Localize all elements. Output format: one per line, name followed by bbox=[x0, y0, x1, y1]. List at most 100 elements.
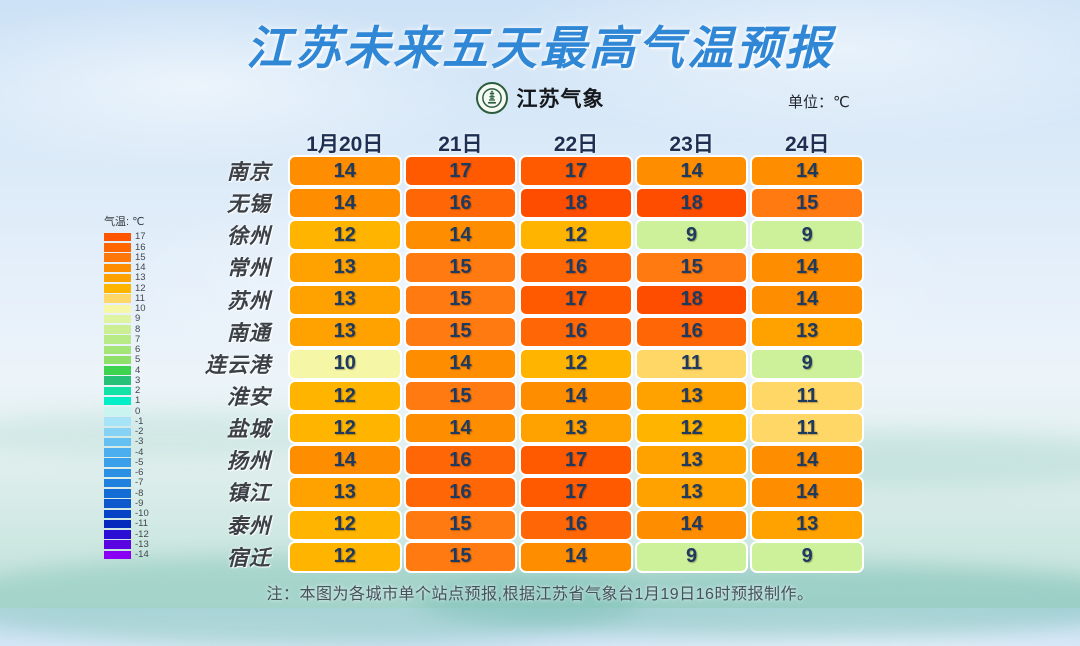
legend-entry: -1 bbox=[104, 417, 176, 427]
temperature-cell: 11 bbox=[750, 379, 864, 413]
legend-entry: 11 bbox=[104, 294, 176, 304]
legend-label: 5 bbox=[135, 354, 141, 366]
legend-swatch bbox=[104, 437, 131, 447]
unit-label: 单位：℃ bbox=[788, 94, 850, 111]
legend-label: -7 bbox=[135, 477, 144, 489]
city-label: 宿迁 bbox=[227, 546, 271, 570]
legend-entry: 8 bbox=[104, 324, 176, 334]
date-header: 1月20日 bbox=[306, 133, 384, 156]
legend-swatch bbox=[104, 386, 131, 396]
city-label: 苏州 bbox=[227, 289, 271, 313]
legend-entry: -2 bbox=[104, 427, 176, 437]
legend-label: -9 bbox=[135, 497, 144, 509]
legend-label: 13 bbox=[135, 272, 146, 284]
legend-swatch bbox=[104, 355, 131, 365]
temperature-cell: 18 bbox=[634, 283, 749, 316]
temperature-cell: 18 bbox=[519, 187, 633, 220]
temperature-cell: 15 bbox=[403, 379, 518, 413]
logo-group: 江苏气象 bbox=[0, 82, 1080, 114]
legend-swatch bbox=[104, 468, 131, 478]
legend-entries: 17 16 15 14 13 12 11 10 9 8 7 6 5 4 3 2 1 0 -1 -2 -3 -4 -5 -6 -7… bbox=[104, 232, 176, 560]
city-label: 徐州 bbox=[227, 225, 271, 249]
temperature-cell: 15 bbox=[750, 187, 864, 220]
temperature-cell: 12 bbox=[519, 219, 633, 252]
legend-label: 0 bbox=[135, 405, 141, 417]
legend-label: -3 bbox=[135, 436, 144, 448]
temperature-cell: 14 bbox=[634, 155, 749, 188]
logo-text: 江苏气象 bbox=[516, 88, 605, 111]
temperature-cell: 12 bbox=[288, 508, 402, 541]
temperature-cell: 9 bbox=[750, 219, 864, 252]
legend-entry: 0 bbox=[104, 406, 176, 416]
legend-swatch bbox=[104, 325, 131, 334]
city-label: 扬州 bbox=[227, 450, 271, 474]
temperature-cell: 14 bbox=[750, 444, 864, 477]
temperature-cell: 14 bbox=[634, 508, 749, 541]
temperature-cell: 15 bbox=[634, 251, 749, 284]
legend-swatch bbox=[104, 499, 131, 508]
temperature-cell: 13 bbox=[288, 476, 402, 509]
temperature-cell: 14 bbox=[288, 155, 402, 188]
legend-label: 1 bbox=[135, 395, 141, 407]
temperature-cell: 12 bbox=[288, 412, 402, 445]
legend-swatch bbox=[104, 232, 131, 242]
legend-label: -10 bbox=[135, 508, 149, 520]
temperature-cell: 11 bbox=[634, 347, 749, 380]
legend-entry: -13 bbox=[104, 540, 176, 550]
city-label: 淮安 bbox=[227, 386, 271, 410]
legend-label: 17 bbox=[135, 231, 146, 243]
temperature-cell: 13 bbox=[634, 379, 749, 413]
date-header: 24日 bbox=[785, 133, 830, 156]
legend-title: 气温: ℃ bbox=[104, 216, 145, 228]
legend-swatch bbox=[104, 519, 131, 529]
date-header: 22日 bbox=[553, 133, 599, 156]
temperature-cell: 11 bbox=[750, 412, 864, 445]
legend-swatch bbox=[104, 253, 131, 262]
legend-label: -6 bbox=[135, 467, 144, 479]
legend-swatch bbox=[104, 540, 131, 549]
legend-label: 7 bbox=[135, 333, 141, 345]
temperature-cell: 12 bbox=[519, 347, 633, 380]
city-label: 泰州 bbox=[227, 514, 271, 538]
legend-swatch bbox=[104, 550, 131, 560]
legend-swatch bbox=[104, 304, 131, 314]
temperature-cell: 17 bbox=[519, 155, 633, 188]
legend-label: 2 bbox=[135, 385, 141, 397]
city-label: 常州 bbox=[227, 257, 271, 281]
legend-swatch bbox=[104, 427, 131, 437]
legend-swatch bbox=[104, 448, 131, 457]
legend-entry: 16 bbox=[104, 242, 176, 252]
temperature-cell: 14 bbox=[750, 155, 864, 188]
legend-entry: 4 bbox=[104, 365, 176, 375]
temperature-cell: 9 bbox=[634, 219, 749, 252]
legend-entry: 3 bbox=[104, 376, 176, 386]
temperature-cell: 9 bbox=[634, 540, 749, 573]
temperature-cell: 16 bbox=[519, 508, 633, 541]
temperature-cell: 14 bbox=[288, 187, 402, 220]
legend-entry: 9 bbox=[104, 314, 176, 324]
temperature-cell: 14 bbox=[403, 412, 518, 445]
legend-label: 14 bbox=[135, 262, 146, 274]
legend-label: 8 bbox=[135, 323, 141, 335]
city-label: 连云港 bbox=[205, 353, 271, 377]
legend-label: 12 bbox=[135, 282, 146, 294]
legend-label: -1 bbox=[135, 415, 144, 427]
legend-entry: 13 bbox=[104, 273, 176, 283]
legend-entry: 14 bbox=[104, 263, 176, 273]
legend-swatch bbox=[104, 478, 131, 488]
legend-label: 10 bbox=[135, 303, 146, 315]
temperature-cell: 9 bbox=[750, 347, 864, 380]
legend-swatch bbox=[104, 396, 131, 406]
legend-label: 11 bbox=[135, 292, 145, 304]
legend-label: -12 bbox=[135, 528, 149, 540]
temperature-legend: 气温: ℃ 17 16 15 14 13 12 11 10 9 8 7 6 5 4 3 2 1 0 -1 -2 -3 -4… bbox=[104, 213, 176, 560]
legend-swatch bbox=[104, 407, 131, 416]
temperature-cell: 14 bbox=[750, 283, 864, 316]
temperature-cell: 12 bbox=[288, 379, 402, 413]
date-header-row: 1月20日 21日 22日 23日 24日 bbox=[287, 128, 865, 158]
temperature-cell: 13 bbox=[288, 283, 402, 316]
legend-entry: -9 bbox=[104, 499, 176, 509]
temperature-cell: 13 bbox=[750, 315, 864, 348]
temperature-cell: 13 bbox=[519, 412, 633, 445]
temperature-cell: 17 bbox=[519, 444, 633, 477]
